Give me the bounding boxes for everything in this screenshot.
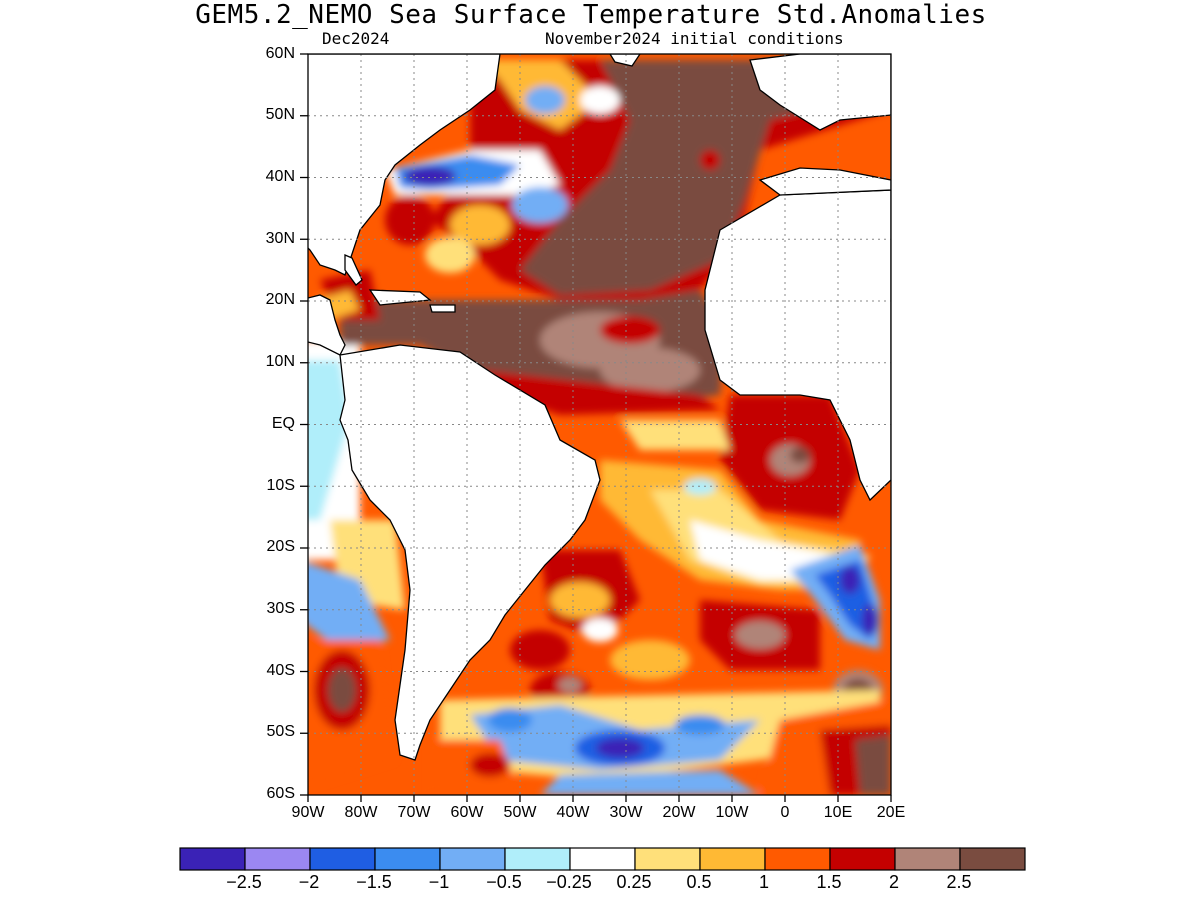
legend-swatch: [764, 847, 831, 871]
lon-label-10e: 10E: [823, 804, 853, 821]
lon-label-90w: 90W: [291, 804, 325, 821]
lat-label-20n: 20N: [265, 291, 295, 308]
lat-label-eq: EQ: [271, 415, 295, 432]
legend-swatch: [634, 847, 701, 871]
axis-ticks: [300, 53, 892, 802]
legend-label: 1: [758, 872, 769, 892]
lat-label-10n: 10N: [265, 353, 295, 370]
lon-label-60w: 60W: [450, 804, 484, 821]
lat-label-60n: 60N: [265, 45, 295, 62]
initial-conditions-label: November2024 initial conditions: [545, 29, 844, 48]
lon-label-50w: 50W: [503, 804, 537, 821]
legend-swatch: [374, 847, 441, 871]
legend-swatch: [309, 847, 376, 871]
lon-label-20w: 20W: [662, 804, 696, 821]
lon-label-80w: 80W: [344, 804, 378, 821]
legend-label: −2.5: [226, 872, 262, 892]
lat-label-50s: 50S: [266, 723, 295, 740]
legend-colorbar: [179, 847, 1026, 871]
legend-swatch: [504, 847, 571, 871]
forecast-month: Dec2024: [322, 29, 390, 48]
legend-label: −2: [298, 872, 320, 892]
lat-label-30n: 30N: [265, 230, 295, 247]
legend-label: −1: [428, 872, 450, 892]
lon-label-0: 0: [780, 804, 790, 821]
lat-label-10s: 10S: [266, 477, 295, 494]
legend-label: 0.5: [686, 872, 712, 892]
legend-swatch: [244, 847, 311, 871]
legend-swatch: [894, 847, 961, 871]
legend-label: 1.5: [816, 872, 842, 892]
legend-label: −0.5: [486, 872, 522, 892]
legend-swatch: [829, 847, 896, 871]
lon-label-70w: 70W: [397, 804, 431, 821]
lon-label-30w: 30W: [609, 804, 643, 821]
lon-label-40w: 40W: [556, 804, 590, 821]
map-title: GEM5.2_NEMO Sea Surface Temperature Std.…: [195, 0, 987, 30]
legend-swatch: [699, 847, 766, 871]
lat-label-40s: 40S: [266, 662, 295, 679]
lat-label-40n: 40N: [265, 168, 295, 185]
legend-label: 2: [888, 872, 899, 892]
legend-label: −0.25: [546, 872, 592, 892]
legend-label: 0.25: [616, 872, 652, 892]
lon-label-20e: 20E: [876, 804, 906, 821]
anomaly-field: [308, 54, 891, 795]
legend-swatch: [179, 847, 246, 871]
lat-label-30s: 30S: [266, 600, 295, 617]
legend-label: −1.5: [356, 872, 392, 892]
land: [308, 54, 891, 761]
legend-swatch: [569, 847, 636, 871]
lon-label-10w: 10W: [715, 804, 749, 821]
lat-label-20s: 20S: [266, 538, 295, 555]
legend-label: 2.5: [946, 872, 972, 892]
legend-swatch: [959, 847, 1026, 871]
lat-label-50n: 50N: [265, 106, 295, 123]
lat-label-60s: 60S: [266, 785, 295, 802]
gridlines: [308, 54, 891, 795]
legend-swatch: [439, 847, 506, 871]
